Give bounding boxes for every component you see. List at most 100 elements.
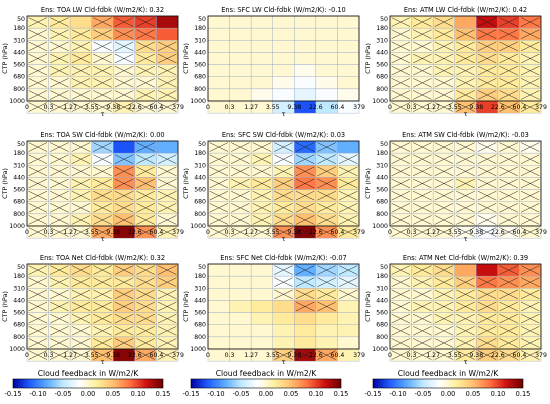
- colorbar-tick-label: -0.05: [232, 390, 249, 398]
- hatch-mark: [136, 338, 155, 348]
- hatch-mark: [50, 78, 69, 88]
- heatmap-cell: [250, 300, 273, 313]
- hatch-mark: [136, 17, 155, 27]
- hatch-mark: [413, 265, 432, 275]
- hatch-mark: [157, 154, 177, 164]
- hatch-mark: [477, 178, 497, 189]
- panel-title: Ens: TOA SW Cld-fdbk (W/m2/K): 0.00: [40, 131, 164, 139]
- hatch-mark: [93, 338, 112, 348]
- y-tick-label: 680: [194, 74, 206, 81]
- hatch-mark: [50, 301, 69, 312]
- heatmap-cell: [272, 64, 295, 77]
- heatmap-cell: [207, 27, 230, 41]
- y-tick-label: 800: [194, 86, 206, 93]
- hatch-mark: [274, 265, 293, 275]
- hatch-mark: [295, 154, 315, 164]
- hatch-mark: [413, 102, 432, 112]
- colorbar-tick-label: 0.05: [284, 390, 299, 398]
- hatch-mark: [114, 178, 134, 189]
- hatch-mark: [338, 203, 358, 213]
- hatch-mark: [317, 227, 336, 237]
- heatmap-cell: [250, 275, 273, 289]
- heatmap-cell: [337, 76, 360, 90]
- colorbar-tick-label: -0.10: [29, 390, 46, 398]
- hatch-mark: [231, 142, 250, 152]
- y-tick-label: 560: [194, 62, 206, 69]
- y-tick-label: 440: [13, 297, 25, 304]
- hatch-mark: [50, 190, 69, 201]
- x-tick-label: 60.4: [331, 229, 345, 236]
- x-tick-label: 9.38: [106, 104, 120, 111]
- x-tick-label: 1.27: [244, 352, 258, 359]
- x-tick-label: 0.3: [407, 352, 417, 359]
- hatch-mark: [434, 17, 454, 27]
- x-tick-label: 9.38: [469, 104, 483, 111]
- hatch-mark: [28, 190, 48, 201]
- heatmap-cell: [229, 324, 252, 338]
- hatch-mark: [50, 215, 69, 225]
- hatch-mark: [520, 215, 540, 225]
- hatch-mark: [413, 326, 432, 336]
- x-tick-label: 60.4: [150, 352, 164, 359]
- hatch-mark: [157, 301, 177, 312]
- hatch-mark: [338, 154, 358, 164]
- hatch-mark: [136, 190, 155, 201]
- hatch-mark: [231, 215, 250, 225]
- y-tick-label: 680: [13, 74, 25, 81]
- hatch-mark: [274, 178, 293, 189]
- hatch-mark: [295, 350, 315, 360]
- hatch-mark: [231, 178, 250, 189]
- hatch-mark: [136, 29, 155, 39]
- y-tick-label: 50: [198, 264, 206, 271]
- y-tick-label: 310: [13, 37, 25, 44]
- panel-title: Ens: SFC LW Cld-fdbk (W/m2/K): -0.10: [221, 6, 346, 14]
- hatch-mark: [520, 301, 540, 312]
- x-tick-label: 3.55: [448, 229, 462, 236]
- hatch-mark: [252, 178, 272, 189]
- heatmap-cell: [337, 336, 360, 350]
- hatch-mark: [114, 338, 134, 348]
- y-tick-label: 800: [194, 334, 206, 341]
- hatch-mark: [477, 90, 497, 100]
- hatch-mark: [317, 350, 336, 360]
- hatch-mark: [520, 17, 540, 27]
- hatch-mark: [456, 301, 475, 312]
- x-tick-label: 1.27: [63, 229, 77, 236]
- x-tick-label: 22.6: [309, 229, 323, 236]
- y-axis-label: CTP (hPa): [364, 43, 372, 74]
- y-tick-label: 50: [380, 264, 388, 271]
- panel-frame: [389, 263, 542, 350]
- y-tick-label: 800: [376, 86, 388, 93]
- hatch-mark: [157, 190, 177, 201]
- hatch-mark: [50, 29, 69, 39]
- y-tick-label: 310: [376, 162, 388, 169]
- hatch-mark: [391, 338, 411, 348]
- hatch-mark: [93, 326, 112, 336]
- hatch-mark: [252, 203, 272, 213]
- y-tick-label: 310: [194, 162, 206, 169]
- y-tick-label: 800: [13, 334, 25, 341]
- y-tick-label: 440: [194, 297, 206, 304]
- x-axis-label: τ: [464, 110, 468, 118]
- hatch-mark: [28, 203, 48, 213]
- hatch-mark: [114, 29, 134, 39]
- hatch-mark: [456, 78, 475, 88]
- colorbar-title: Cloud feedback in W/m2/K: [398, 369, 500, 378]
- hatch-mark: [28, 338, 48, 348]
- heatmap-cell: [272, 76, 295, 90]
- hatch-mark: [157, 289, 177, 300]
- x-tick-label: 0.3: [407, 229, 417, 236]
- hatch-mark: [50, 90, 69, 100]
- hatch-mark: [157, 41, 177, 52]
- heatmap-cell: [272, 312, 295, 325]
- hatch-mark: [28, 90, 48, 100]
- y-tick-label: 310: [194, 285, 206, 292]
- hatch-mark: [456, 166, 475, 177]
- heatmap-cell: [272, 15, 295, 29]
- panel-title: Ens: ATM SW Cld-fdbk (W/m2/K): -0.03: [402, 131, 529, 139]
- colorbar-tick-label: 0.00: [259, 390, 274, 398]
- hatch-mark: [274, 215, 293, 225]
- hatch-mark: [274, 142, 293, 152]
- hatch-mark: [499, 178, 518, 189]
- hatch-mark: [456, 142, 475, 152]
